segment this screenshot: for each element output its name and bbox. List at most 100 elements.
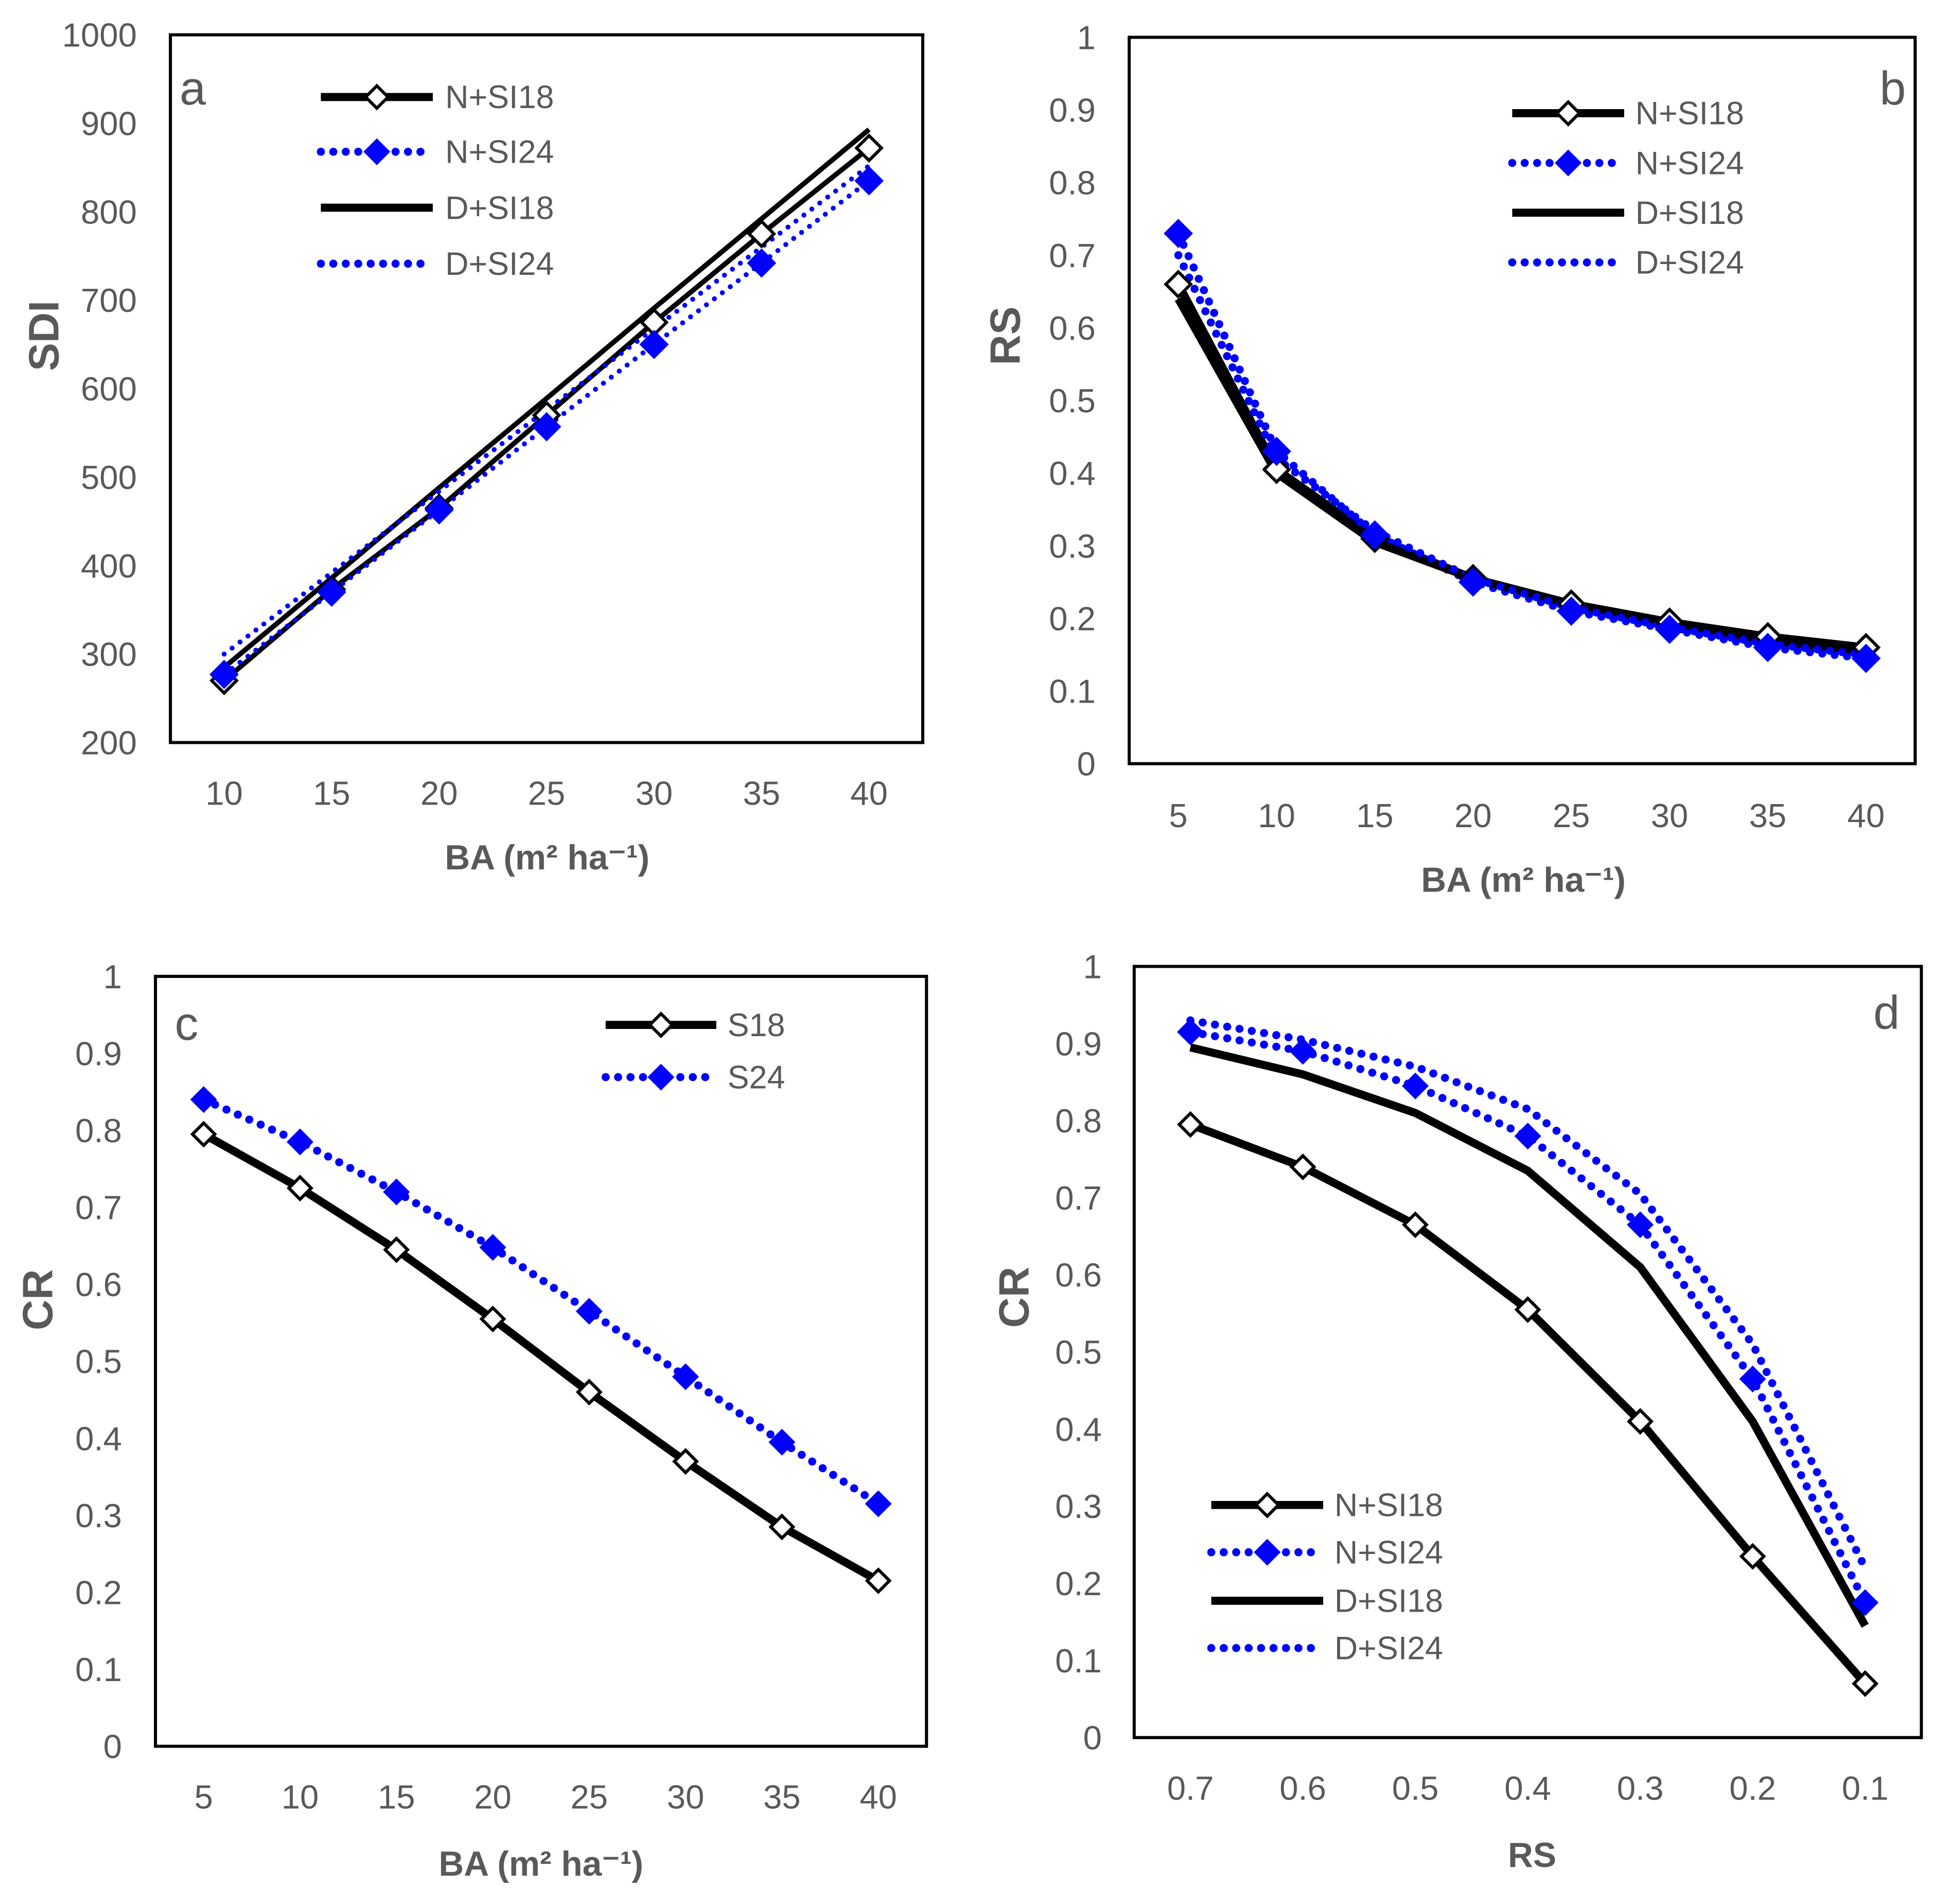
y-tick-label: 0.5 [1055, 1334, 1102, 1371]
data-point-n-si24-20 [1458, 567, 1488, 597]
plot-area-frame [169, 33, 925, 744]
data-point-n-si18-10 [1262, 455, 1291, 484]
y-tick-label: 0.7 [1049, 237, 1096, 274]
x-tick-label: 20 [474, 1778, 512, 1815]
legend-item-s18: S18 [605, 1007, 785, 1043]
x-tick-label: 25 [571, 1778, 608, 1815]
plot-area-frame [1132, 965, 1923, 1739]
y-tick-label: 1 [1083, 948, 1102, 985]
data-point-n-si24-25 [1556, 596, 1586, 626]
data-point-n-si24-30 [639, 329, 669, 359]
y-tick-label: 0 [1083, 1719, 1102, 1757]
data-point-s24-20 [479, 1234, 506, 1261]
data-point-n-si24-15 [317, 577, 346, 607]
x-tick-label: 10 [1258, 797, 1295, 834]
legend: N+SI18 N+SI24 D+SI18 D+SI24 [1207, 1488, 1443, 1666]
legend-swatch-marker [647, 1063, 675, 1091]
legend-item-n-si18: N+SI18 [321, 79, 554, 115]
legend-item-d-si24: D+SI24 [317, 246, 554, 282]
series-line-s24 [199, 1095, 883, 1508]
x-tick-label: 0.5 [1392, 1770, 1439, 1807]
y-tick-label: 800 [81, 193, 137, 231]
x-tick-label: 20 [1454, 797, 1492, 834]
legend-label: N+SI18 [1636, 96, 1744, 132]
x-axis-title: BA (m² ha⁻¹) [438, 1845, 643, 1883]
data-point-n-si18-35 [747, 219, 777, 249]
x-tick-label: 5 [1169, 797, 1187, 834]
y-tick-label: 1000 [62, 16, 137, 54]
y-tick-label: 0.3 [1055, 1488, 1102, 1525]
legend: N+SI18 N+SI24 D+SI18 D+SI24 [317, 79, 554, 282]
series-line-d-si24 [1174, 251, 1870, 659]
legend-item-n-si24: N+SI24 [1207, 1534, 1443, 1570]
x-tick-label: 15 [1356, 797, 1394, 834]
legend-swatch-marker [363, 83, 391, 111]
legend-item-n-si24: N+SI24 [1508, 145, 1744, 181]
x-tick-label: 0.7 [1167, 1770, 1214, 1807]
data-point-n-si24-5 [1164, 219, 1193, 248]
panel-d: 0 0.1 0.2 0.3 0.4 0.5 0.6 0.7 0.8 0.9 1 0.7 0.6 0.5 0.… [991, 948, 1923, 1875]
y-tick-label: 1 [1077, 19, 1096, 56]
y-tick-label: 0.3 [1049, 527, 1096, 565]
y-tick-label: 400 [81, 547, 137, 585]
data-point-n-si18-0-6 [1289, 1154, 1316, 1181]
x-tick-label: 35 [1749, 797, 1787, 834]
panel-c: 00.10.20.30.40.50.60.70.80.915 10 15 20 25 30… [15, 958, 928, 1883]
y-tick-label: 900 [81, 104, 137, 142]
y-tick-label: 0 [103, 1728, 122, 1766]
y-tick-label: 200 [81, 724, 137, 762]
legend-label: D+SI24 [445, 246, 554, 282]
data-point-n-si24-0-6 [1289, 1038, 1316, 1065]
data-point-n-si24-0-3 [1627, 1211, 1654, 1238]
x-axis-title: BA (m² ha⁻¹) [1421, 861, 1626, 900]
y-axis-title: SDI [21, 301, 68, 371]
x-tick-label: 35 [763, 1778, 801, 1815]
x-tick-label: 35 [743, 774, 780, 812]
data-point-n-si24-0-4 [1514, 1123, 1541, 1150]
data-point-s18-35 [768, 1513, 796, 1541]
x-tick-label: 40 [859, 1778, 897, 1815]
data-point-s24-30 [672, 1363, 699, 1390]
data-point-n-si18-0-7 [1177, 1111, 1204, 1138]
x-tick-label: 0.3 [1617, 1770, 1664, 1807]
data-point-s18-10 [286, 1175, 314, 1202]
data-point-s18-20 [479, 1305, 506, 1333]
y-tick-label: 0.5 [1049, 382, 1096, 420]
x-axis-title: RS [1508, 1836, 1556, 1875]
legend-label: S18 [728, 1007, 785, 1043]
legend-label: N+SI24 [1636, 145, 1744, 181]
y-tick-label: 300 [81, 636, 137, 673]
y-tick-label: 0.6 [1055, 1256, 1102, 1294]
legend-item-n-si18: N+SI18 [1512, 96, 1744, 132]
legend-label: D+SI18 [1636, 195, 1744, 231]
y-tick-label: 0.6 [75, 1266, 122, 1303]
x-tick-label: 25 [528, 774, 566, 812]
data-point-n-si24-40 [854, 166, 884, 196]
y-tick-label: 1 [103, 958, 122, 995]
x-tick-label: 10 [282, 1778, 319, 1815]
legend-label: D+SI24 [1636, 245, 1744, 281]
x-axis-title: BA (m² ha⁻¹) [445, 839, 649, 877]
series-line-s18 [201, 1130, 881, 1584]
x-tick-label: 15 [378, 1778, 415, 1815]
y-tick-label: 0.3 [75, 1497, 122, 1534]
data-point-n-si18-0-4 [1514, 1296, 1541, 1323]
x-tick-label: 40 [1848, 797, 1885, 834]
x-tick-label: 20 [420, 774, 458, 812]
legend-label: D+SI18 [1334, 1583, 1443, 1619]
legend-label: N+SI18 [445, 79, 554, 115]
legend: N+SI18 N+SI24 D+SI18 D+SI24 [1508, 96, 1744, 281]
x-tick-label: 15 [313, 774, 350, 812]
data-point-n-si24-40 [1851, 643, 1881, 673]
data-point-s24-15 [383, 1178, 410, 1206]
legend-swatch-marker [363, 138, 391, 165]
data-point-n-si24-25 [532, 412, 561, 442]
panel-b: 00.10.20.30.40.50.60.70.80.915 10 15 20 25 30… [982, 19, 1917, 900]
x-tick-label: 30 [667, 1778, 705, 1815]
y-axis-title: CR [15, 1269, 62, 1331]
data-point-s18-5 [190, 1121, 217, 1148]
legend-item-s24: S24 [601, 1059, 785, 1095]
data-point-s24-25 [575, 1298, 603, 1325]
